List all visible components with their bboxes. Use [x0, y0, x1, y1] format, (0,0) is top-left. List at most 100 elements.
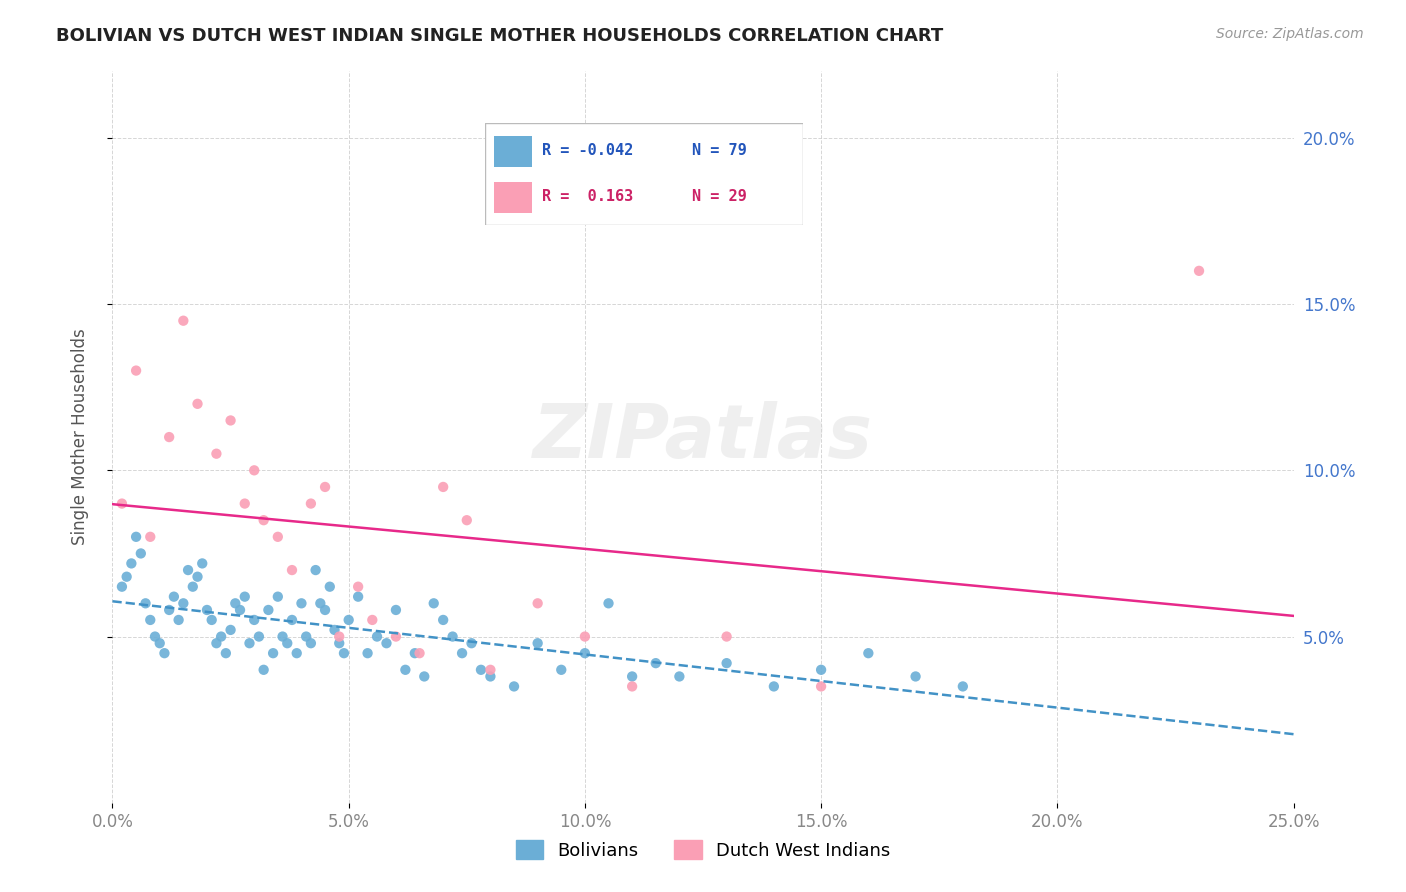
Point	[314, 480, 336, 494]
Point	[267, 590, 290, 604]
Point	[422, 596, 444, 610]
Point	[347, 580, 370, 594]
Point	[526, 596, 548, 610]
Point	[177, 563, 200, 577]
Point	[456, 513, 478, 527]
Point	[281, 613, 304, 627]
Point	[290, 596, 312, 610]
Point	[253, 663, 276, 677]
Point	[361, 613, 384, 627]
Point	[295, 630, 318, 644]
Point	[243, 463, 266, 477]
Text: Source: ZipAtlas.com: Source: ZipAtlas.com	[1216, 27, 1364, 41]
Point	[810, 663, 832, 677]
Point	[598, 596, 620, 610]
Point	[157, 430, 180, 444]
Legend: Bolivians, Dutch West Indians: Bolivians, Dutch West Indians	[509, 833, 897, 867]
Point	[191, 557, 214, 571]
Point	[219, 623, 242, 637]
Point	[356, 646, 378, 660]
Point	[550, 663, 572, 677]
Point	[479, 669, 502, 683]
Point	[470, 663, 492, 677]
Point	[149, 636, 172, 650]
Point	[233, 590, 256, 604]
Point	[394, 663, 416, 677]
Point	[143, 630, 166, 644]
Point	[139, 530, 162, 544]
Point	[135, 596, 157, 610]
Point	[574, 630, 596, 644]
Point	[333, 646, 356, 660]
Point	[167, 613, 190, 627]
Point	[479, 663, 502, 677]
Point	[120, 557, 142, 571]
Point	[219, 413, 242, 427]
Point	[319, 580, 342, 594]
Point	[408, 646, 430, 660]
Point	[716, 630, 738, 644]
Point	[460, 636, 482, 650]
Point	[281, 563, 304, 577]
Point	[347, 590, 370, 604]
Point	[257, 603, 280, 617]
Point	[238, 636, 260, 650]
Point	[323, 623, 346, 637]
Point	[153, 646, 176, 660]
Point	[952, 680, 974, 694]
Point	[125, 530, 148, 544]
Point	[163, 590, 186, 604]
Y-axis label: Single Mother Households: Single Mother Households	[70, 329, 89, 545]
Point	[1188, 264, 1211, 278]
Point	[451, 646, 474, 660]
Point	[205, 636, 228, 650]
Point	[181, 580, 204, 594]
Point	[129, 546, 152, 560]
Point	[276, 636, 298, 650]
Point	[172, 314, 194, 328]
Point	[858, 646, 880, 660]
Text: ZIPatlas: ZIPatlas	[533, 401, 873, 474]
Point	[762, 680, 785, 694]
Point	[299, 497, 322, 511]
Point	[243, 613, 266, 627]
Point	[247, 630, 270, 644]
Point	[366, 630, 388, 644]
Point	[115, 570, 138, 584]
Point	[385, 630, 408, 644]
Point	[271, 630, 294, 644]
Point	[328, 636, 350, 650]
Point	[215, 646, 238, 660]
Point	[267, 530, 290, 544]
Point	[716, 656, 738, 670]
Point	[413, 669, 436, 683]
Point	[157, 603, 180, 617]
Point	[186, 397, 208, 411]
Point	[253, 513, 276, 527]
Point	[432, 480, 454, 494]
Point	[432, 613, 454, 627]
Point	[195, 603, 218, 617]
Point	[526, 636, 548, 650]
Point	[404, 646, 426, 660]
Point	[299, 636, 322, 650]
Point	[186, 570, 208, 584]
Point	[233, 497, 256, 511]
Text: BOLIVIAN VS DUTCH WEST INDIAN SINGLE MOTHER HOUSEHOLDS CORRELATION CHART: BOLIVIAN VS DUTCH WEST INDIAN SINGLE MOT…	[56, 27, 943, 45]
Point	[621, 669, 644, 683]
Point	[328, 630, 350, 644]
Point	[375, 636, 398, 650]
Point	[209, 630, 232, 644]
Point	[314, 603, 336, 617]
Point	[337, 613, 360, 627]
Point	[201, 613, 224, 627]
Point	[111, 580, 134, 594]
Point	[810, 680, 832, 694]
Point	[229, 603, 252, 617]
Point	[668, 669, 690, 683]
Point	[574, 646, 596, 660]
Point	[621, 680, 644, 694]
Point	[644, 656, 666, 670]
Point	[285, 646, 308, 660]
Point	[125, 363, 148, 377]
